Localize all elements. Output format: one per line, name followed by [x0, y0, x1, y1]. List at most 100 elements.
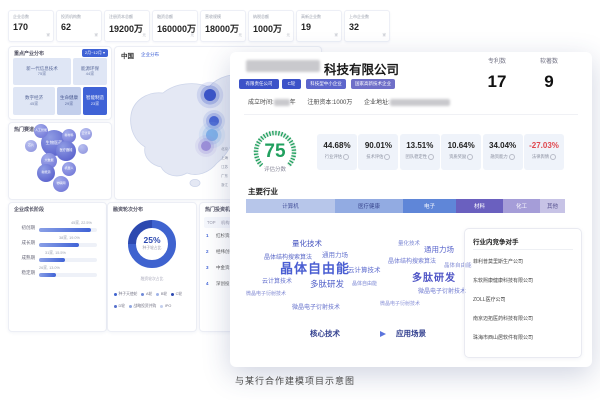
legend-item[interactable]: 战略投资并购 — [129, 302, 156, 311]
metric-label: 技术评估 — [358, 154, 398, 160]
sector-block[interactable]: 能源环保 44家 — [73, 58, 107, 85]
bubble: 机器人 — [62, 162, 76, 176]
growth-bar-track — [39, 273, 97, 277]
stat-card: 上市企业数 32 家 — [344, 10, 390, 42]
score-label: 评估分数 — [263, 167, 286, 173]
wordcloud-word: 微晶电子衍射技术 — [246, 291, 287, 297]
investor-row[interactable]: 2 经纬创投 — [206, 249, 234, 254]
info-icon[interactable] — [508, 154, 515, 160]
sector-block[interactable]: 生命健康 29家 — [57, 87, 81, 115]
investor-row[interactable]: 3 中金资本 — [206, 265, 234, 270]
industry-segment[interactable]: 其他 — [540, 199, 565, 213]
wordcloud-word: 多肽研发 — [412, 273, 456, 284]
stat-value: 62 — [61, 22, 72, 32]
industry-segment[interactable]: 电子 — [403, 199, 456, 213]
stat-value: 170 — [13, 22, 29, 32]
wordcloud-word: 微晶电子衍射技术 — [418, 289, 467, 295]
bubble-chart: 生物医药 人工智能 新材料 云计算 芯片 大数据 医疗器械 新能源 机器人 物联网 — [9, 123, 111, 199]
sector-block-count: 75家 — [37, 71, 47, 77]
growth-row-note: 26家, 13.0% — [39, 266, 60, 270]
stat-card: 企业总数 170 家 — [8, 10, 54, 42]
info-icon[interactable] — [343, 154, 350, 160]
stat-card: 注册资本总额 19200万元 — [104, 10, 150, 42]
wordcloud-word: 通用力场 — [424, 245, 454, 254]
date-filter-dropdown[interactable]: 2月~12月 ▾ — [81, 49, 108, 57]
redacted-address — [389, 98, 450, 106]
company-tag: C轮 — [282, 79, 301, 89]
metric-chip: 13.51% 团队稳定性 — [399, 134, 440, 170]
competitor-item[interactable]: 菲利普莫里斯生产公司 — [473, 259, 524, 265]
legend-item[interactable]: D轮 — [114, 302, 125, 311]
map-bar-label: 浙江 — [221, 183, 228, 187]
sector-block-count: 45家 — [29, 100, 39, 106]
stat-label: 注册资本总额 — [109, 14, 133, 19]
competitor-item[interactable]: 东软熙康健康科技有限公司 — [473, 278, 534, 284]
stat-unit: 元 — [238, 33, 243, 37]
growth-bar-track — [39, 228, 97, 232]
industry-segment[interactable]: 医疗健康 — [335, 199, 403, 213]
growth-bar-track — [39, 243, 97, 247]
sector-treemap: 新一代信息技术 75家 能源环保 44家 数字经济 45家 生命健康 29家 智能制造 23家 — [9, 47, 111, 119]
stat-unit: 家 — [46, 33, 51, 37]
industry-segment[interactable]: 化工 — [503, 199, 540, 213]
round-panel-title: 融资轮次分布 — [113, 207, 144, 213]
company-name: 科技有限公司 — [324, 63, 400, 77]
divider — [244, 114, 578, 115]
sector-block-label: 能源环保 — [81, 65, 99, 71]
wordcloud-word: 晶体自由能 — [444, 263, 472, 269]
stat-value: 19 — [301, 22, 312, 32]
investor-row[interactable]: 1 红杉资本 — [206, 233, 234, 238]
growth-bar-fill — [39, 273, 56, 277]
sector-block-count: 23家 — [90, 100, 100, 106]
competitor-item[interactable]: ZOLL医疗公司 — [473, 297, 506, 303]
wordcloud-word: 晶体结构搜索算法 — [264, 255, 313, 261]
metric-value: 13.51% — [406, 141, 434, 150]
stat-label: 营收规模 — [205, 14, 221, 19]
investors-table-body: 1 红杉资本 2 经纬创投 3 中金资本 4 深创投 — [200, 203, 322, 331]
map-bar-label: 北京 — [221, 147, 228, 151]
competitor-item[interactable]: 珠海市西山居软件有限公司 — [473, 335, 534, 341]
legend-item[interactable]: C轮 — [171, 290, 182, 299]
metric-value: 34.04% — [489, 141, 517, 150]
growth-bar-fill — [39, 258, 65, 262]
info-icon[interactable] — [428, 154, 435, 160]
legend-item[interactable]: A轮 — [141, 290, 152, 299]
map-legend-link[interactable]: 企业分布 — [141, 51, 159, 57]
sector-block[interactable]: 新一代信息技术 75家 — [13, 58, 71, 85]
wordcloud-word: 多肽研发 — [310, 279, 345, 289]
investors-panel-title: 热门投资机构 — [205, 207, 236, 213]
sector-block[interactable]: 数字经济 45家 — [13, 87, 55, 115]
legend-item[interactable]: 种子天使轮 — [114, 290, 137, 299]
competitors-list: 菲利普莫里斯生产公司东软熙康健康科技有限公司 ZOLL医疗公司南京迈拓医药科技有限… — [465, 229, 581, 357]
stat-value: 19200万 — [109, 24, 144, 34]
investor-row[interactable]: 4 深创投 — [206, 281, 230, 286]
sector-block-label: 数字经济 — [25, 95, 43, 101]
info-icon[interactable] — [467, 154, 474, 160]
info-icon[interactable] — [550, 154, 557, 160]
growth-row-note: 31家, 15.5% — [45, 251, 66, 255]
industry-segment[interactable]: 材料 — [456, 199, 503, 213]
map-dot — [206, 129, 218, 141]
bubble — [78, 144, 88, 154]
wordcloud-word: 晶体结构搜索算法 — [388, 259, 437, 265]
sector-block-label: 生命健康 — [60, 95, 78, 101]
growth-panel-title: 企业成长阶段 — [14, 207, 45, 213]
legend-item[interactable]: IPO — [160, 302, 171, 311]
company-tag: 科技型中小企业 — [306, 79, 346, 89]
bubble: 新材料 — [62, 129, 76, 143]
stat-unit: 家 — [94, 33, 99, 37]
competitor-item[interactable]: 南京迈拓医药科技有限公司 — [473, 316, 534, 322]
sector-block-label: 智能制造 — [86, 95, 104, 101]
donut-chart — [128, 220, 176, 268]
competitors-title: 行业内竞争对手 — [473, 239, 519, 246]
legend-item[interactable]: B轮 — [156, 290, 167, 299]
stat-card: 投资机构数 62 家 — [56, 10, 102, 42]
sector-block[interactable]: 智能制造 23家 — [83, 87, 107, 115]
stat-unit: 家 — [334, 33, 339, 37]
info-icon[interactable] — [384, 154, 391, 160]
industry-segment[interactable]: 计算机 — [246, 199, 335, 213]
growth-row-note: 45家, 22.5% — [71, 221, 92, 225]
map-dot — [209, 116, 219, 126]
growth-row-note: 38家, 19.0% — [59, 236, 80, 240]
bubble: 医疗器械 — [56, 141, 76, 161]
